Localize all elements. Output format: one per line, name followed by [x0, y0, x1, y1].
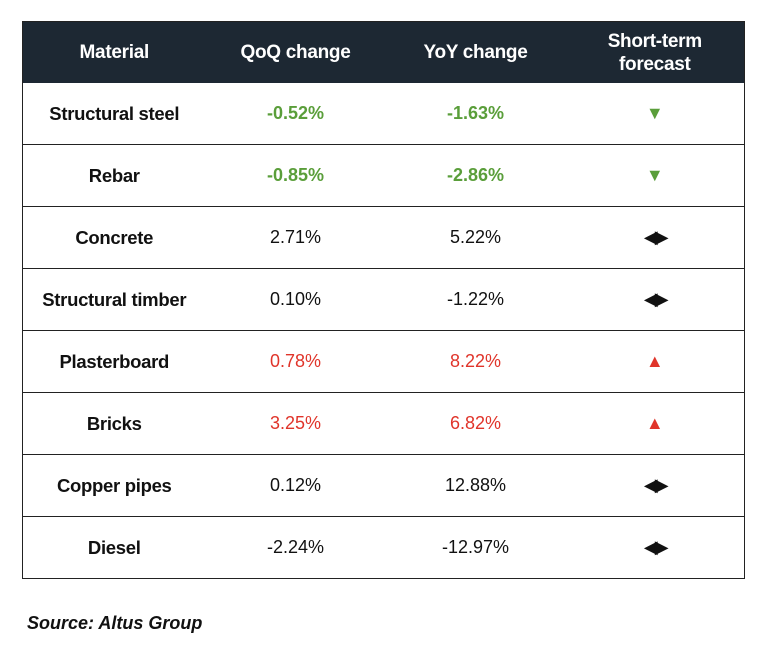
table-row: Copper pipes 0.12% 12.88% ◀▶: [22, 454, 745, 517]
table-row: Structural timber 0.10% -1.22% ◀▶: [22, 268, 745, 331]
header-yoy-change: YoY change: [385, 21, 566, 83]
yoy-cell: 6.82%: [385, 392, 566, 455]
triangle-down-icon: ▼: [645, 103, 664, 123]
yoy-cell: 12.88%: [385, 454, 566, 517]
materials-price-table-wrapper: Material QoQ change YoY change Short-ter…: [22, 21, 745, 579]
table-row: Diesel -2.24% -12.97% ◀▶: [22, 516, 745, 579]
header-forecast-line2: forecast: [618, 53, 691, 75]
qoq-cell: 2.71%: [205, 206, 386, 269]
qoq-cell: -0.85%: [205, 144, 386, 207]
yoy-cell: -1.22%: [385, 268, 566, 331]
left-right-arrows-icon: ◀▶: [565, 516, 745, 579]
triangle-up-icon: ▲: [565, 330, 745, 393]
left-right-arrows-icon: ◀▶: [565, 206, 745, 269]
material-cell: Bricks: [22, 392, 206, 455]
table-row: Rebar -0.85% -2.86% ▼: [22, 144, 745, 207]
yoy-cell: -12.97%: [385, 516, 566, 579]
qoq-cell: 0.10%: [205, 268, 386, 331]
material-cell: Structural timber: [22, 268, 206, 331]
table-row: Concrete 2.71% 5.22% ◀▶: [22, 206, 745, 269]
qoq-cell: 0.12%: [205, 454, 386, 517]
triangle-up-icon: ▲: [565, 392, 745, 455]
header-material: Material: [22, 21, 206, 83]
table-body: Structural steel -0.52% -1.63% ▼ Rebar -…: [22, 83, 745, 579]
qoq-cell: 0.78%: [205, 330, 386, 393]
triangle-down-icon: ▼: [565, 144, 745, 207]
table-row: Plasterboard 0.78% 8.22% ▲: [22, 330, 745, 393]
material-cell: Copper pipes: [22, 454, 206, 517]
left-right-arrows-icon: ◀▶: [565, 454, 745, 517]
yoy-cell: -1.63%: [446, 103, 505, 123]
header-short-term-forecast: Short-term forecast: [565, 21, 745, 83]
left-right-arrows-icon: ◀▶: [565, 268, 745, 331]
material-cell: Concrete: [22, 206, 206, 269]
table-header-row: Material QoQ change YoY change Short-ter…: [22, 21, 745, 83]
qoq-cell: 3.25%: [205, 392, 386, 455]
material-cell: Rebar: [22, 144, 206, 207]
header-forecast-line1: Short-term: [607, 30, 702, 52]
material-cell: Plasterboard: [22, 330, 206, 393]
material-cell: Diesel: [22, 516, 206, 579]
yoy-cell: -2.86%: [385, 144, 566, 207]
materials-price-table: Material QoQ change YoY change Short-ter…: [22, 21, 745, 579]
table-row: Bricks 3.25% 6.82% ▲: [22, 392, 745, 455]
yoy-cell: 5.22%: [385, 206, 566, 269]
material-cell: Structural steel: [49, 102, 180, 124]
yoy-cell: 8.22%: [385, 330, 566, 393]
header-qoq-change: QoQ change: [205, 21, 386, 83]
source-caption: Source: Altus Group: [27, 613, 203, 633]
qoq-cell: -2.24%: [205, 516, 386, 579]
qoq-cell: -0.52%: [266, 103, 325, 123]
table-row: Structural steel -0.52% -1.63% ▼: [23, 83, 745, 145]
